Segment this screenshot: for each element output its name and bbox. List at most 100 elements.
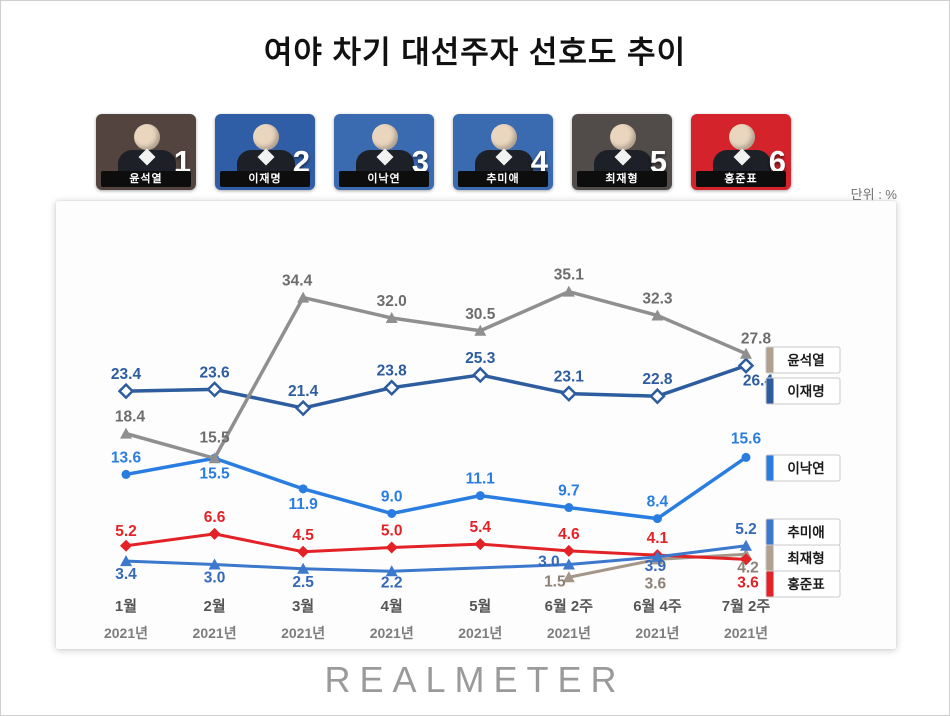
candidate-name: 추미애: [458, 171, 548, 187]
legend-color-swatch: [766, 347, 774, 373]
x-axis-month-label: 2월: [203, 598, 225, 615]
legend-label: 이낙연: [787, 460, 824, 476]
value-label: 5.0: [381, 523, 403, 540]
candidate-cards-row: 1 윤석열 2 이재명 3 이낙연: [96, 114, 791, 190]
legend-box: [765, 346, 841, 374]
value-label: 34.4: [282, 273, 313, 290]
rank-number: 3: [411, 144, 429, 179]
page-title: 여야 차기 대선주자 선호도 추이: [263, 35, 687, 70]
x-axis-month-label: 1월: [115, 598, 137, 615]
legend-color-swatch: [766, 545, 774, 571]
series-lee-nak-yeon: [121, 452, 751, 524]
rank-number: 6: [768, 144, 786, 179]
value-label: 4.6: [558, 526, 580, 543]
realmeter-logo: REALMETER: [324, 659, 626, 700]
series-lee-jae-myung: [117, 357, 755, 417]
series-line-yoon-suk-yeol: [124, 289, 748, 460]
legend-item-lee-nak-yeon: 이낙연: [765, 454, 841, 482]
person-head-icon: [134, 124, 160, 150]
value-label: 32.3: [642, 290, 673, 307]
x-axis-month-label: 3월: [292, 598, 314, 615]
value-label: 4.5: [292, 527, 314, 544]
candidate-name: 이낙연: [339, 171, 429, 187]
legend-item-choi-jae-hyung: 최재형: [765, 544, 841, 572]
series-labels-choi-jae-hyung: 1.5 3.6 4.2: [544, 559, 759, 592]
value-label: 1.5: [544, 573, 566, 590]
series-labels-lee-nak-yeon: 13.6 15.5 11.9 9.0 11.1 9.7 8.4 15.6: [111, 430, 762, 512]
value-label: 3.0: [538, 554, 560, 571]
value-label: 5.2: [735, 521, 757, 538]
legend-color-swatch: [766, 378, 774, 404]
x-axis-year-label: 2021년: [193, 625, 237, 641]
legend-item-hong-jun-pyo: 홍준표: [765, 570, 841, 598]
value-label: 2.2: [381, 574, 403, 591]
candidate-name: 최재형: [577, 171, 667, 187]
series-line-lee-jae-myung: [124, 363, 748, 410]
legend-label: 이재명: [787, 383, 824, 399]
x-axis-year-label: 2021년: [547, 625, 591, 641]
legend-color-swatch: [766, 455, 774, 481]
value-label: 3.4: [115, 566, 137, 583]
value-label: 27.8: [741, 331, 772, 348]
value-label: 9.0: [381, 489, 403, 506]
value-label: 18.4: [115, 409, 146, 426]
x-axis-year-label: 2021년: [370, 625, 414, 641]
candidate-card-5: 5 최재형: [572, 114, 672, 190]
value-label: 4.2: [737, 559, 759, 576]
series-labels-choo-mi-ae: 3.4 3.0 2.5 2.2 3.0 3.9 5.2: [115, 521, 757, 592]
legend-label: 추미애: [787, 525, 824, 540]
value-label: 23.8: [377, 363, 408, 380]
value-label: 4.1: [647, 530, 669, 547]
value-label: 6.6: [204, 509, 226, 526]
value-label: 3.0: [204, 570, 226, 587]
value-label: 23.4: [111, 366, 142, 383]
x-axis-year-label: 2021년: [104, 625, 148, 641]
candidate-name: 홍준표: [696, 171, 786, 187]
candidate-card-3: 3 이낙연: [334, 114, 434, 190]
candidate-name: 윤석열: [101, 171, 191, 187]
series-line-hong-jun-pyo: [124, 532, 748, 561]
legend-item-choo-mi-ae: 추미애: [765, 518, 841, 546]
unit-label: 단위 : %: [850, 187, 897, 202]
value-label: 23.1: [554, 369, 585, 386]
value-label: 11.1: [466, 471, 496, 488]
series-yoon-suk-yeol: [120, 285, 752, 464]
x-axis-year-label: 2021년: [635, 625, 679, 641]
x-axis-month-label: 7월 2주: [722, 598, 771, 615]
rank-number: 4: [530, 144, 548, 179]
series-labels-lee-jae-myung: 23.4 23.621.423.825.323.1 22.8 26.4: [111, 350, 774, 400]
value-label: 22.8: [642, 371, 673, 388]
legend-label: 최재형: [787, 550, 824, 566]
person-head-icon: [491, 124, 517, 150]
x-axis-year-label: 2021년: [724, 625, 768, 641]
value-label: 15.5: [199, 429, 230, 446]
trend-line-chart: 1월 2021년 2월 2021년 3월 2021년 4월 2021년 5월 2021년 6월 2주…: [104, 267, 841, 641]
value-label: 15.6: [731, 430, 762, 447]
series-labels-hong-jun-pyo: 5.2 6.6 4.5 5.0 5.4 4.6 4.1 3.6: [115, 509, 759, 592]
person-head-icon: [610, 124, 636, 150]
x-axis-month-label: 6월 2주: [545, 598, 594, 615]
chart-panel: 1월 2021년 2월 2021년 3월 2021년 4월 2021년 5월 2021년 6월 2주…: [56, 201, 896, 649]
value-label: 3.9: [645, 558, 667, 575]
x-axis-month-label: 6월 4주: [633, 598, 682, 615]
value-label: 13.6: [111, 449, 142, 466]
legend-label: 홍준표: [787, 576, 825, 592]
value-label: 30.5: [465, 306, 496, 323]
value-label: 15.5: [199, 465, 230, 482]
value-label: 5.2: [115, 523, 137, 540]
legend-label: 윤석열: [787, 352, 824, 368]
legend-item-lee-jae-myung: 이재명: [765, 377, 841, 405]
candidate-card-2: 2 이재명: [215, 114, 315, 190]
value-label: 32.0: [377, 293, 407, 310]
value-label: 23.6: [199, 364, 230, 381]
value-label: 3.6: [645, 575, 667, 592]
person-head-icon: [372, 124, 398, 150]
legend-box: [765, 570, 841, 598]
series-choo-mi-ae: [120, 539, 752, 577]
value-label: 5.4: [469, 519, 491, 536]
candidate-card-6: 6 홍준표: [691, 114, 791, 190]
rank-number: 5: [649, 144, 667, 179]
legend-item-yoon-suk-yeol: 윤석열: [765, 346, 841, 374]
value-label: 25.3: [465, 350, 496, 367]
